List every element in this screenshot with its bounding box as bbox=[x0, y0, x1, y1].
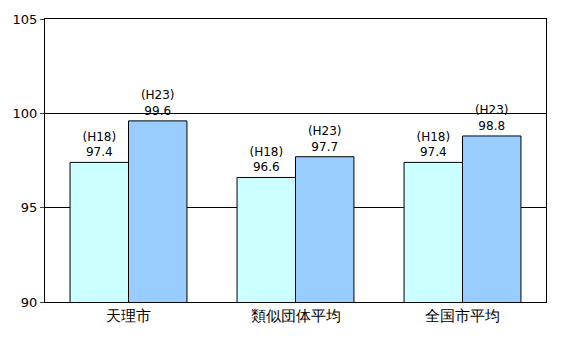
svg-text:90: 90 bbox=[21, 295, 38, 310]
svg-text:(H18)96.6: (H18)96.6 bbox=[249, 145, 283, 175]
svg-text:95: 95 bbox=[21, 200, 38, 215]
svg-text:(H23)98.8: (H23)98.8 bbox=[475, 103, 509, 133]
svg-text:(H18)97.4: (H18)97.4 bbox=[416, 130, 450, 160]
svg-text:類似団体平均: 類似団体平均 bbox=[251, 307, 341, 325]
svg-text:(H23)99.6: (H23)99.6 bbox=[141, 88, 175, 118]
svg-text:全国市平均: 全国市平均 bbox=[425, 307, 500, 325]
svg-text:天理市: 天理市 bbox=[106, 307, 151, 325]
svg-text:100: 100 bbox=[13, 106, 38, 121]
svg-text:(H23)97.7: (H23)97.7 bbox=[308, 124, 342, 154]
svg-text:(H18)97.4: (H18)97.4 bbox=[82, 130, 116, 160]
svg-text:105: 105 bbox=[13, 12, 38, 27]
